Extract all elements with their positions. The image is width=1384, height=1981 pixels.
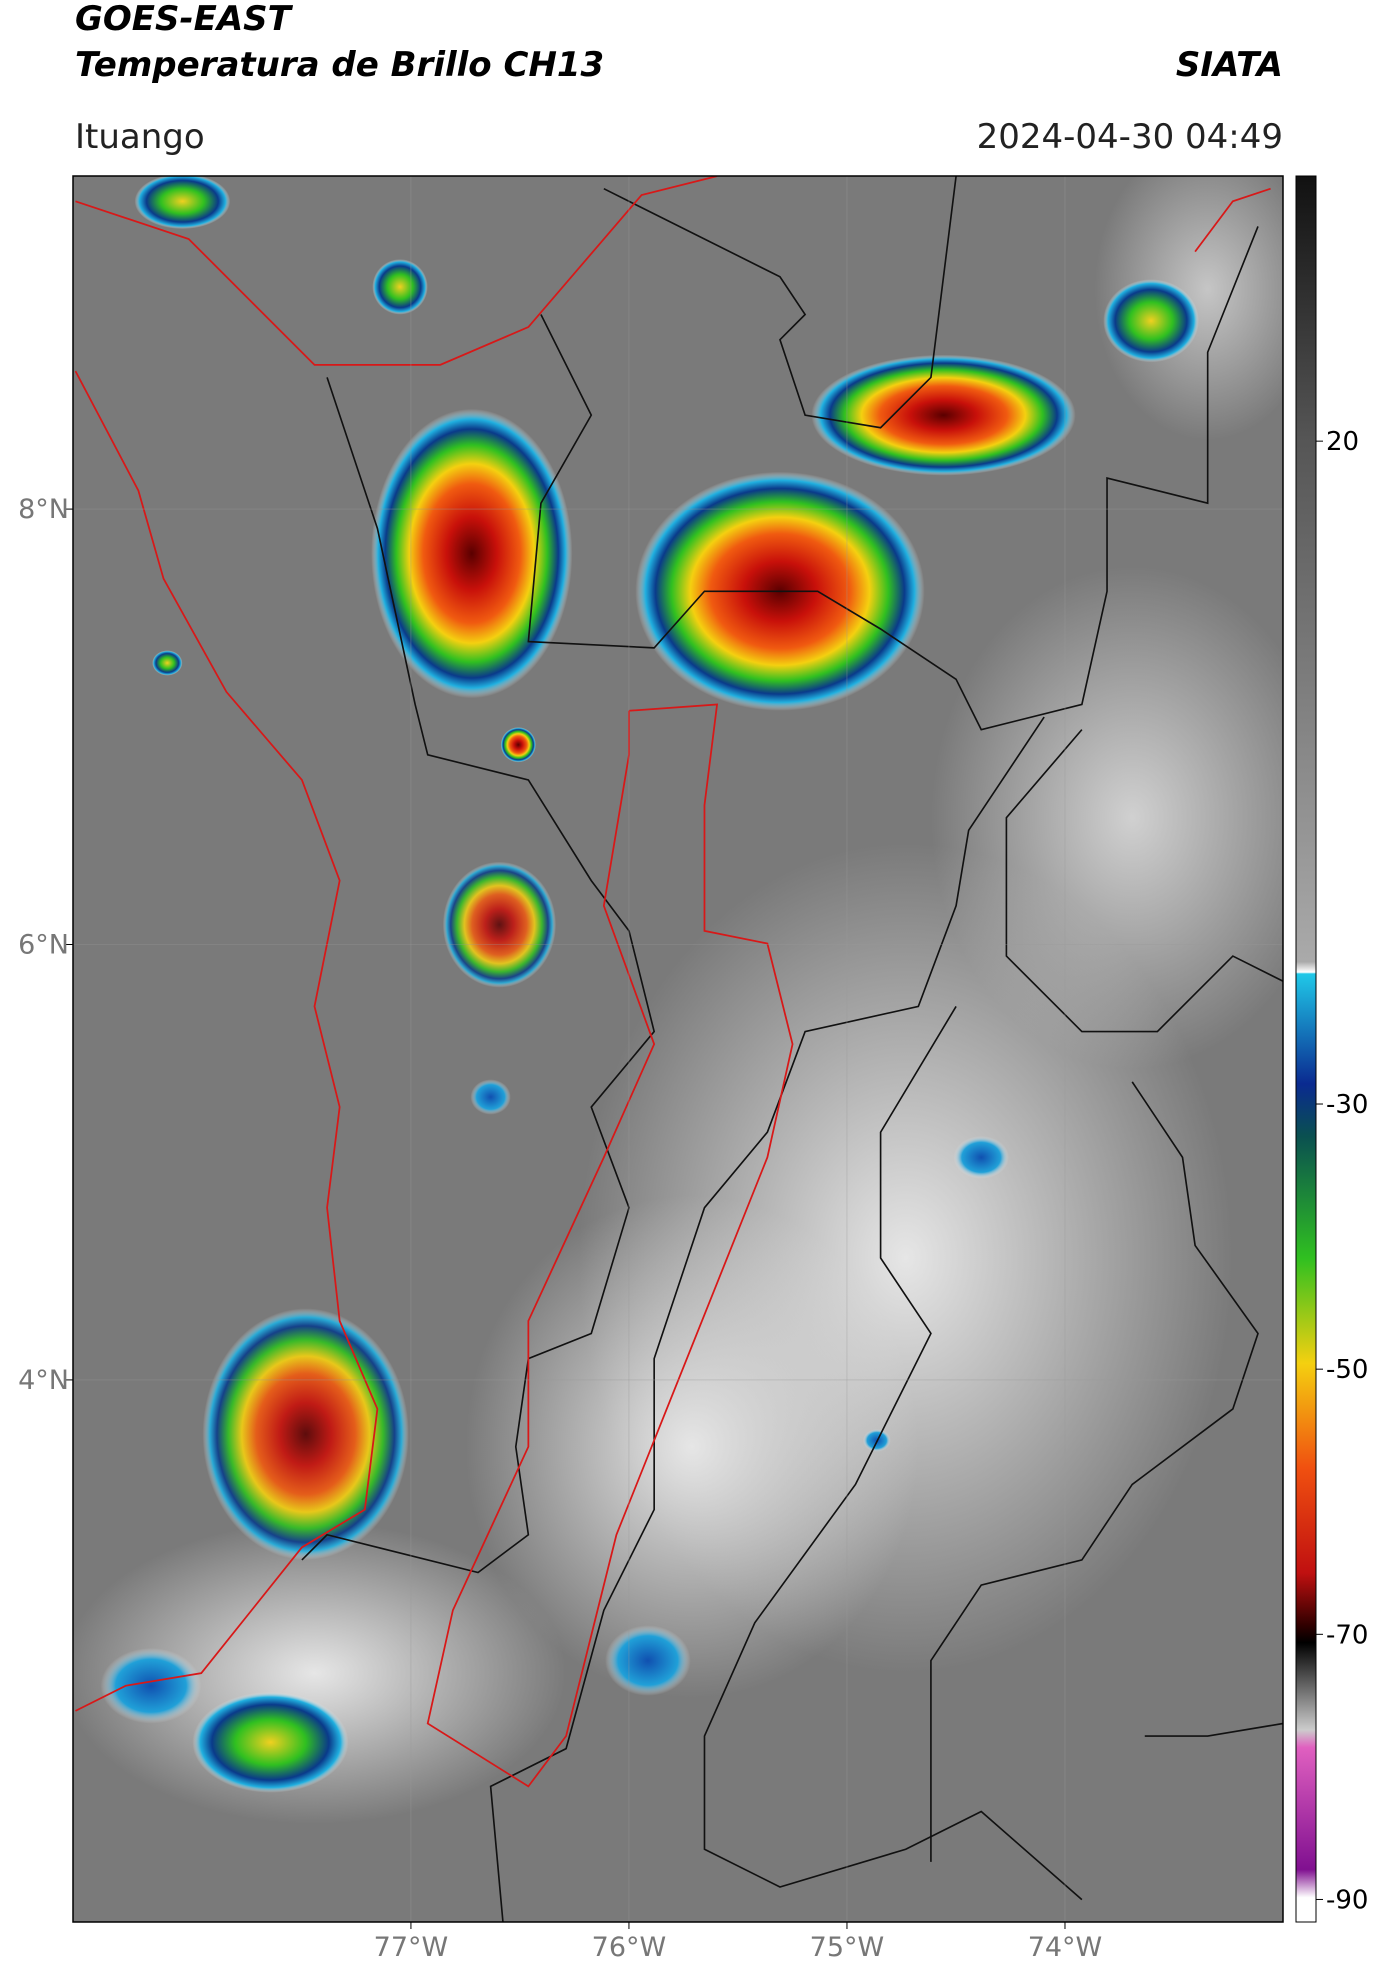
source: SIATA bbox=[1176, 45, 1283, 85]
colorbar-tick-label: -70 bbox=[1326, 1620, 1368, 1650]
lon-tick-label: 76°W bbox=[592, 1932, 667, 1963]
colorbar-tick-label: 20 bbox=[1326, 427, 1359, 457]
lon-tick-label: 74°W bbox=[1028, 1932, 1103, 1963]
timestamp: 2024-04-30 04:49 bbox=[977, 117, 1283, 157]
lat-tick-label: 6°N bbox=[18, 930, 69, 961]
colorbar bbox=[1295, 175, 1317, 1923]
lon-tick-label: 77°W bbox=[374, 1932, 449, 1963]
imagery bbox=[73, 176, 1283, 1922]
colorbar-tick-label: -90 bbox=[1326, 1885, 1368, 1915]
colorbar-tick-label: -30 bbox=[1326, 1090, 1368, 1120]
lat-tick-label: 4°N bbox=[18, 1365, 69, 1396]
location: Ituango bbox=[75, 117, 205, 157]
subtitle: Temperatura de Brillo CH13 bbox=[75, 45, 604, 85]
title: GOES-EAST bbox=[75, 0, 294, 39]
map-frame bbox=[72, 175, 1284, 1923]
lon-tick-label: 75°W bbox=[810, 1932, 885, 1963]
lat-tick-label: 8°N bbox=[18, 494, 69, 525]
map bbox=[73, 176, 1283, 1922]
colorbar-tick-label: -50 bbox=[1326, 1355, 1368, 1385]
grid bbox=[73, 176, 1283, 1922]
